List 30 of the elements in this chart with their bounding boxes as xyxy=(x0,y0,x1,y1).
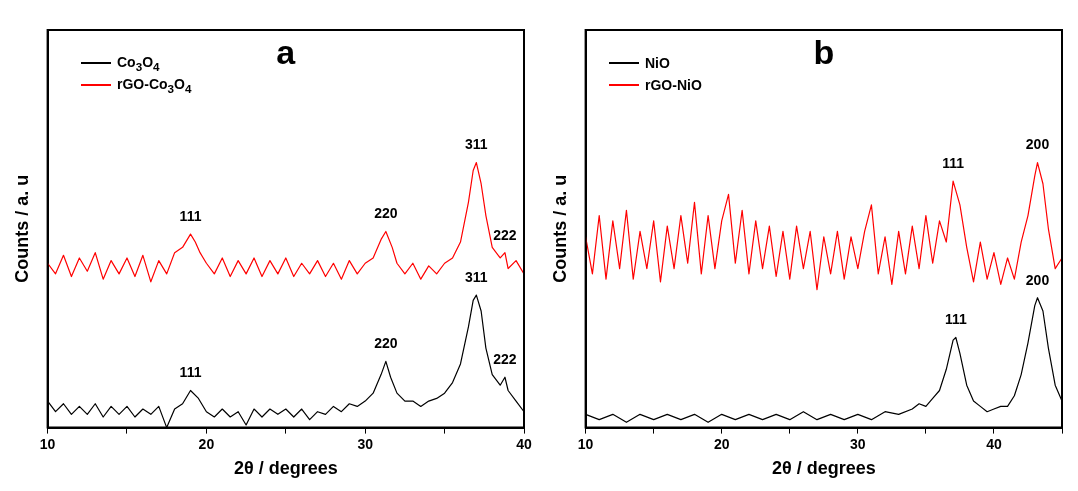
legend-label: rGO-NiO xyxy=(645,77,702,93)
x-tick-label: 30 xyxy=(357,435,374,452)
x-tick-label: 10 xyxy=(39,435,56,452)
y-axis-title: Counts / a. u xyxy=(11,174,32,283)
x-axis-title: 2θ / degrees xyxy=(771,458,876,479)
legend-label: Co$_{3}$O$_{4}$ xyxy=(117,53,160,73)
annotation: 311 xyxy=(465,136,488,153)
chart-title: a xyxy=(276,33,297,72)
annotation: 220 xyxy=(374,205,398,222)
annotation: 200 xyxy=(1025,271,1050,288)
x-axis-title: 2θ / degrees xyxy=(233,458,338,479)
y-axis-title: Counts / a. u xyxy=(549,174,570,283)
legend-label: NiO xyxy=(645,55,670,71)
annotation: 111 xyxy=(179,207,202,224)
x-tick-label: 30 xyxy=(850,435,866,452)
x-tick-label: 20 xyxy=(198,435,215,452)
x-tick-label: 40 xyxy=(516,435,532,452)
annotation: 200 xyxy=(1025,136,1050,153)
chart-title: b xyxy=(813,33,835,72)
annotation: 111 xyxy=(944,311,967,328)
annotation: 222 xyxy=(493,226,517,243)
annotation: 111 xyxy=(942,154,965,171)
annotation: 311 xyxy=(465,268,488,285)
annotation: 111 xyxy=(179,364,202,381)
legend-label: rGO-Co$_{3}$O$_{4}$ xyxy=(117,75,192,95)
x-tick-label: 10 xyxy=(577,435,594,452)
annotation: 220 xyxy=(374,335,398,352)
x-tick-label: 20 xyxy=(713,435,730,452)
x-tick-label: 40 xyxy=(986,435,1002,452)
annotation: 222 xyxy=(493,351,517,368)
